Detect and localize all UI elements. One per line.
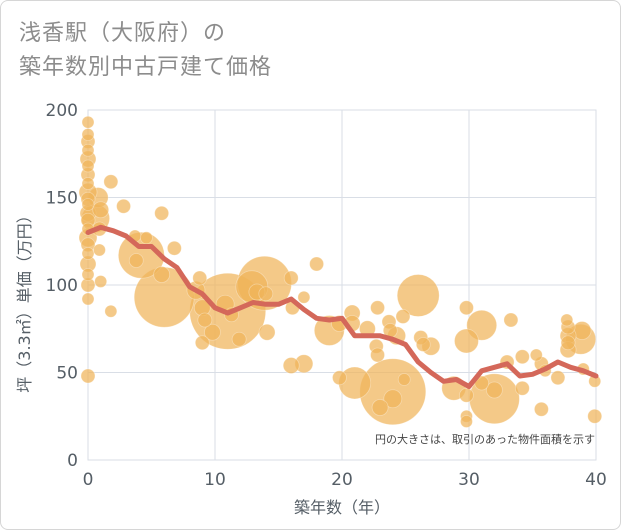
bubble-point <box>81 115 95 129</box>
y-axis-label: 坪（3.3㎡）単価（万円） <box>15 207 34 392</box>
bubble-point <box>370 300 385 316</box>
bubble-point <box>204 323 221 341</box>
bubble-point <box>529 348 543 362</box>
bubble-point <box>81 177 95 190</box>
bubble-series <box>78 115 603 428</box>
bubble-point <box>94 275 108 288</box>
bubble-point <box>81 159 95 173</box>
bubble-size-note: 円の大きさは、取引のあった物件面積を示す <box>375 432 595 446</box>
bubble-point <box>560 313 574 327</box>
bubble-point <box>140 231 153 245</box>
bubble-point <box>514 380 530 396</box>
bubble-point <box>459 300 474 316</box>
bubble-point <box>395 309 411 324</box>
bubble-point <box>192 270 208 286</box>
bubble-point <box>533 401 549 417</box>
y-tick-label: 50 <box>56 364 78 384</box>
x-tick-label: 30 <box>458 470 480 490</box>
bubble-point <box>460 415 473 428</box>
bubble-point <box>560 335 576 351</box>
bubble-point <box>587 408 603 424</box>
x-tick-label: 20 <box>331 470 353 490</box>
bubble-point <box>197 312 213 328</box>
bubble-point <box>383 389 403 409</box>
bubble-point <box>485 381 503 399</box>
bubble-point <box>81 247 95 260</box>
bubble-point <box>332 370 347 386</box>
bubble-point <box>258 286 274 302</box>
average-price-line <box>85 224 599 389</box>
bubble-point <box>396 274 440 317</box>
bubble-point <box>371 399 389 416</box>
y-tick-label: 200 <box>46 101 78 121</box>
bubble-point <box>117 231 165 279</box>
bubble-point <box>370 347 385 363</box>
chart-title-line-2: 築年数別中古戸建て価格 <box>19 55 273 80</box>
bubble-point <box>397 373 411 386</box>
average-line-series <box>85 224 599 389</box>
x-tick-label: 10 <box>204 470 226 490</box>
chart-title: 浅香駅（大阪府）の 築年数別中古戸建て価格 <box>19 17 272 85</box>
x-tick-label: 40 <box>585 470 607 490</box>
bubble-point <box>81 198 95 211</box>
bubble-point <box>153 266 171 283</box>
bubble-point <box>81 268 95 281</box>
chart-title-line-1: 浅香駅（大阪府）の <box>19 21 227 46</box>
bubble-point <box>459 387 474 403</box>
bubble-point <box>454 328 479 354</box>
bubble-point <box>104 304 118 318</box>
axis-ticks: 0 10 20 30 40 0 50 100 150 200 <box>46 101 607 490</box>
bubble-point <box>103 174 119 190</box>
bubble-point <box>503 312 519 328</box>
bubble-point <box>258 323 276 341</box>
bubble-point <box>282 357 300 374</box>
bubble-point <box>81 292 95 306</box>
x-axis-label: 築年数（年） <box>294 498 390 517</box>
y-tick-label: 150 <box>46 189 78 209</box>
bubble-point <box>93 243 106 257</box>
bubble-point <box>116 198 131 214</box>
bubble-point <box>415 337 431 352</box>
bubble-point <box>514 349 530 365</box>
bubble-point <box>154 205 170 221</box>
bubble-point <box>92 201 110 219</box>
x-tick-label: 0 <box>83 470 94 490</box>
bubble-point <box>550 370 566 386</box>
bubble-point <box>128 253 144 268</box>
bubble-point <box>81 128 95 141</box>
bubble-point <box>166 240 182 256</box>
bubble-point <box>283 270 299 286</box>
y-tick-label: 100 <box>46 276 78 296</box>
bubble-point <box>81 143 95 157</box>
bubble-point <box>297 290 311 304</box>
bubble-point <box>80 368 96 384</box>
bubble-point <box>309 256 325 272</box>
bubble-point <box>194 335 210 351</box>
bubble-point <box>231 331 247 347</box>
y-tick-label: 0 <box>67 451 78 471</box>
